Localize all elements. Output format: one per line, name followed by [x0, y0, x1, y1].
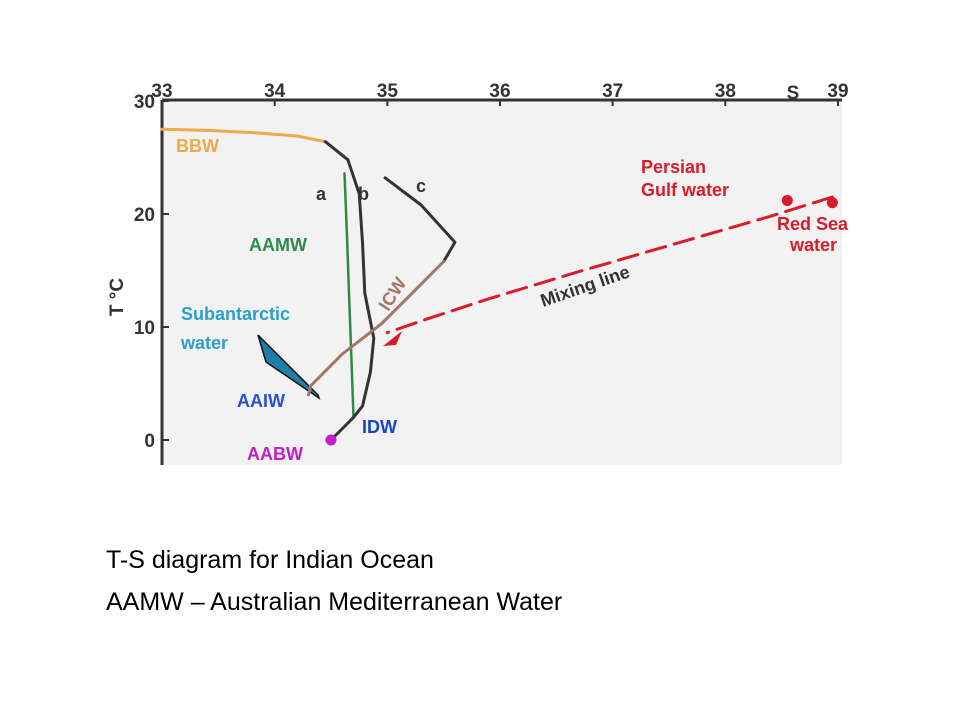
subantarctic-label: Subantarctic — [181, 304, 290, 324]
series-mixing-line-line — [385, 195, 834, 335]
red-sea-label-1: Red Sea — [777, 214, 849, 234]
temperature-ticks: 0 10 20 30 — [134, 92, 169, 452]
idw-label: IDW — [362, 417, 397, 437]
aaiw-label: AAIW — [237, 391, 285, 411]
bbw-label: BBW — [176, 136, 219, 156]
persian-gulf-label-2: Gulf water — [641, 180, 729, 200]
curve-a-label: a — [316, 184, 327, 204]
persian-gulf-water-point — [781, 194, 793, 206]
curve-b-label: b — [358, 184, 369, 204]
caption-title: T-S diagram for Indian Ocean — [106, 546, 434, 574]
subantarctic-water-wedge — [257, 334, 321, 400]
temperature-axis-label: T °C — [107, 278, 128, 316]
series-c-line — [383, 176, 457, 263]
salinity-tick-label: 33 — [151, 81, 172, 102]
series-bbw-line — [160, 127, 327, 144]
aamw-label: AAMW — [249, 235, 307, 255]
salinity-ticks: 33 34 35 36 37 38 39 — [151, 81, 849, 106]
salinity-tick-label: 38 — [715, 81, 736, 102]
salinity-axis-label: S — [787, 83, 800, 104]
plot-area — [162, 100, 842, 465]
salinity-tick-label: 34 — [264, 81, 286, 102]
mixing-line-arrowhead — [383, 331, 402, 346]
curve-c-label: c — [416, 176, 426, 196]
series-b-line — [323, 140, 376, 442]
water-mass-curves — [160, 127, 834, 442]
red-sea-water-point — [826, 197, 838, 209]
salinity-tick-label: 36 — [489, 81, 510, 102]
red-sea-label-2: water — [789, 235, 837, 255]
temperature-tick-label: 10 — [134, 318, 155, 339]
temperature-tick-label: 0 — [144, 431, 155, 452]
series-icw-line — [307, 260, 446, 397]
salinity-tick-label: 39 — [827, 81, 848, 102]
caption-subtitle: AAMW – Australian Mediterranean Water — [106, 588, 563, 616]
salinity-tick-label: 37 — [602, 81, 623, 102]
persian-gulf-label-1: Persian — [641, 157, 706, 177]
water-mass-points — [325, 194, 838, 446]
temperature-tick-label: 30 — [134, 92, 155, 113]
temperature-tick-label: 20 — [134, 205, 155, 226]
series-a-line — [343, 172, 355, 419]
aabw-point — [325, 434, 337, 446]
aabw-label: AABW — [247, 444, 303, 464]
salinity-tick-label: 35 — [377, 81, 399, 102]
subantarctic-water-label: water — [180, 333, 228, 353]
